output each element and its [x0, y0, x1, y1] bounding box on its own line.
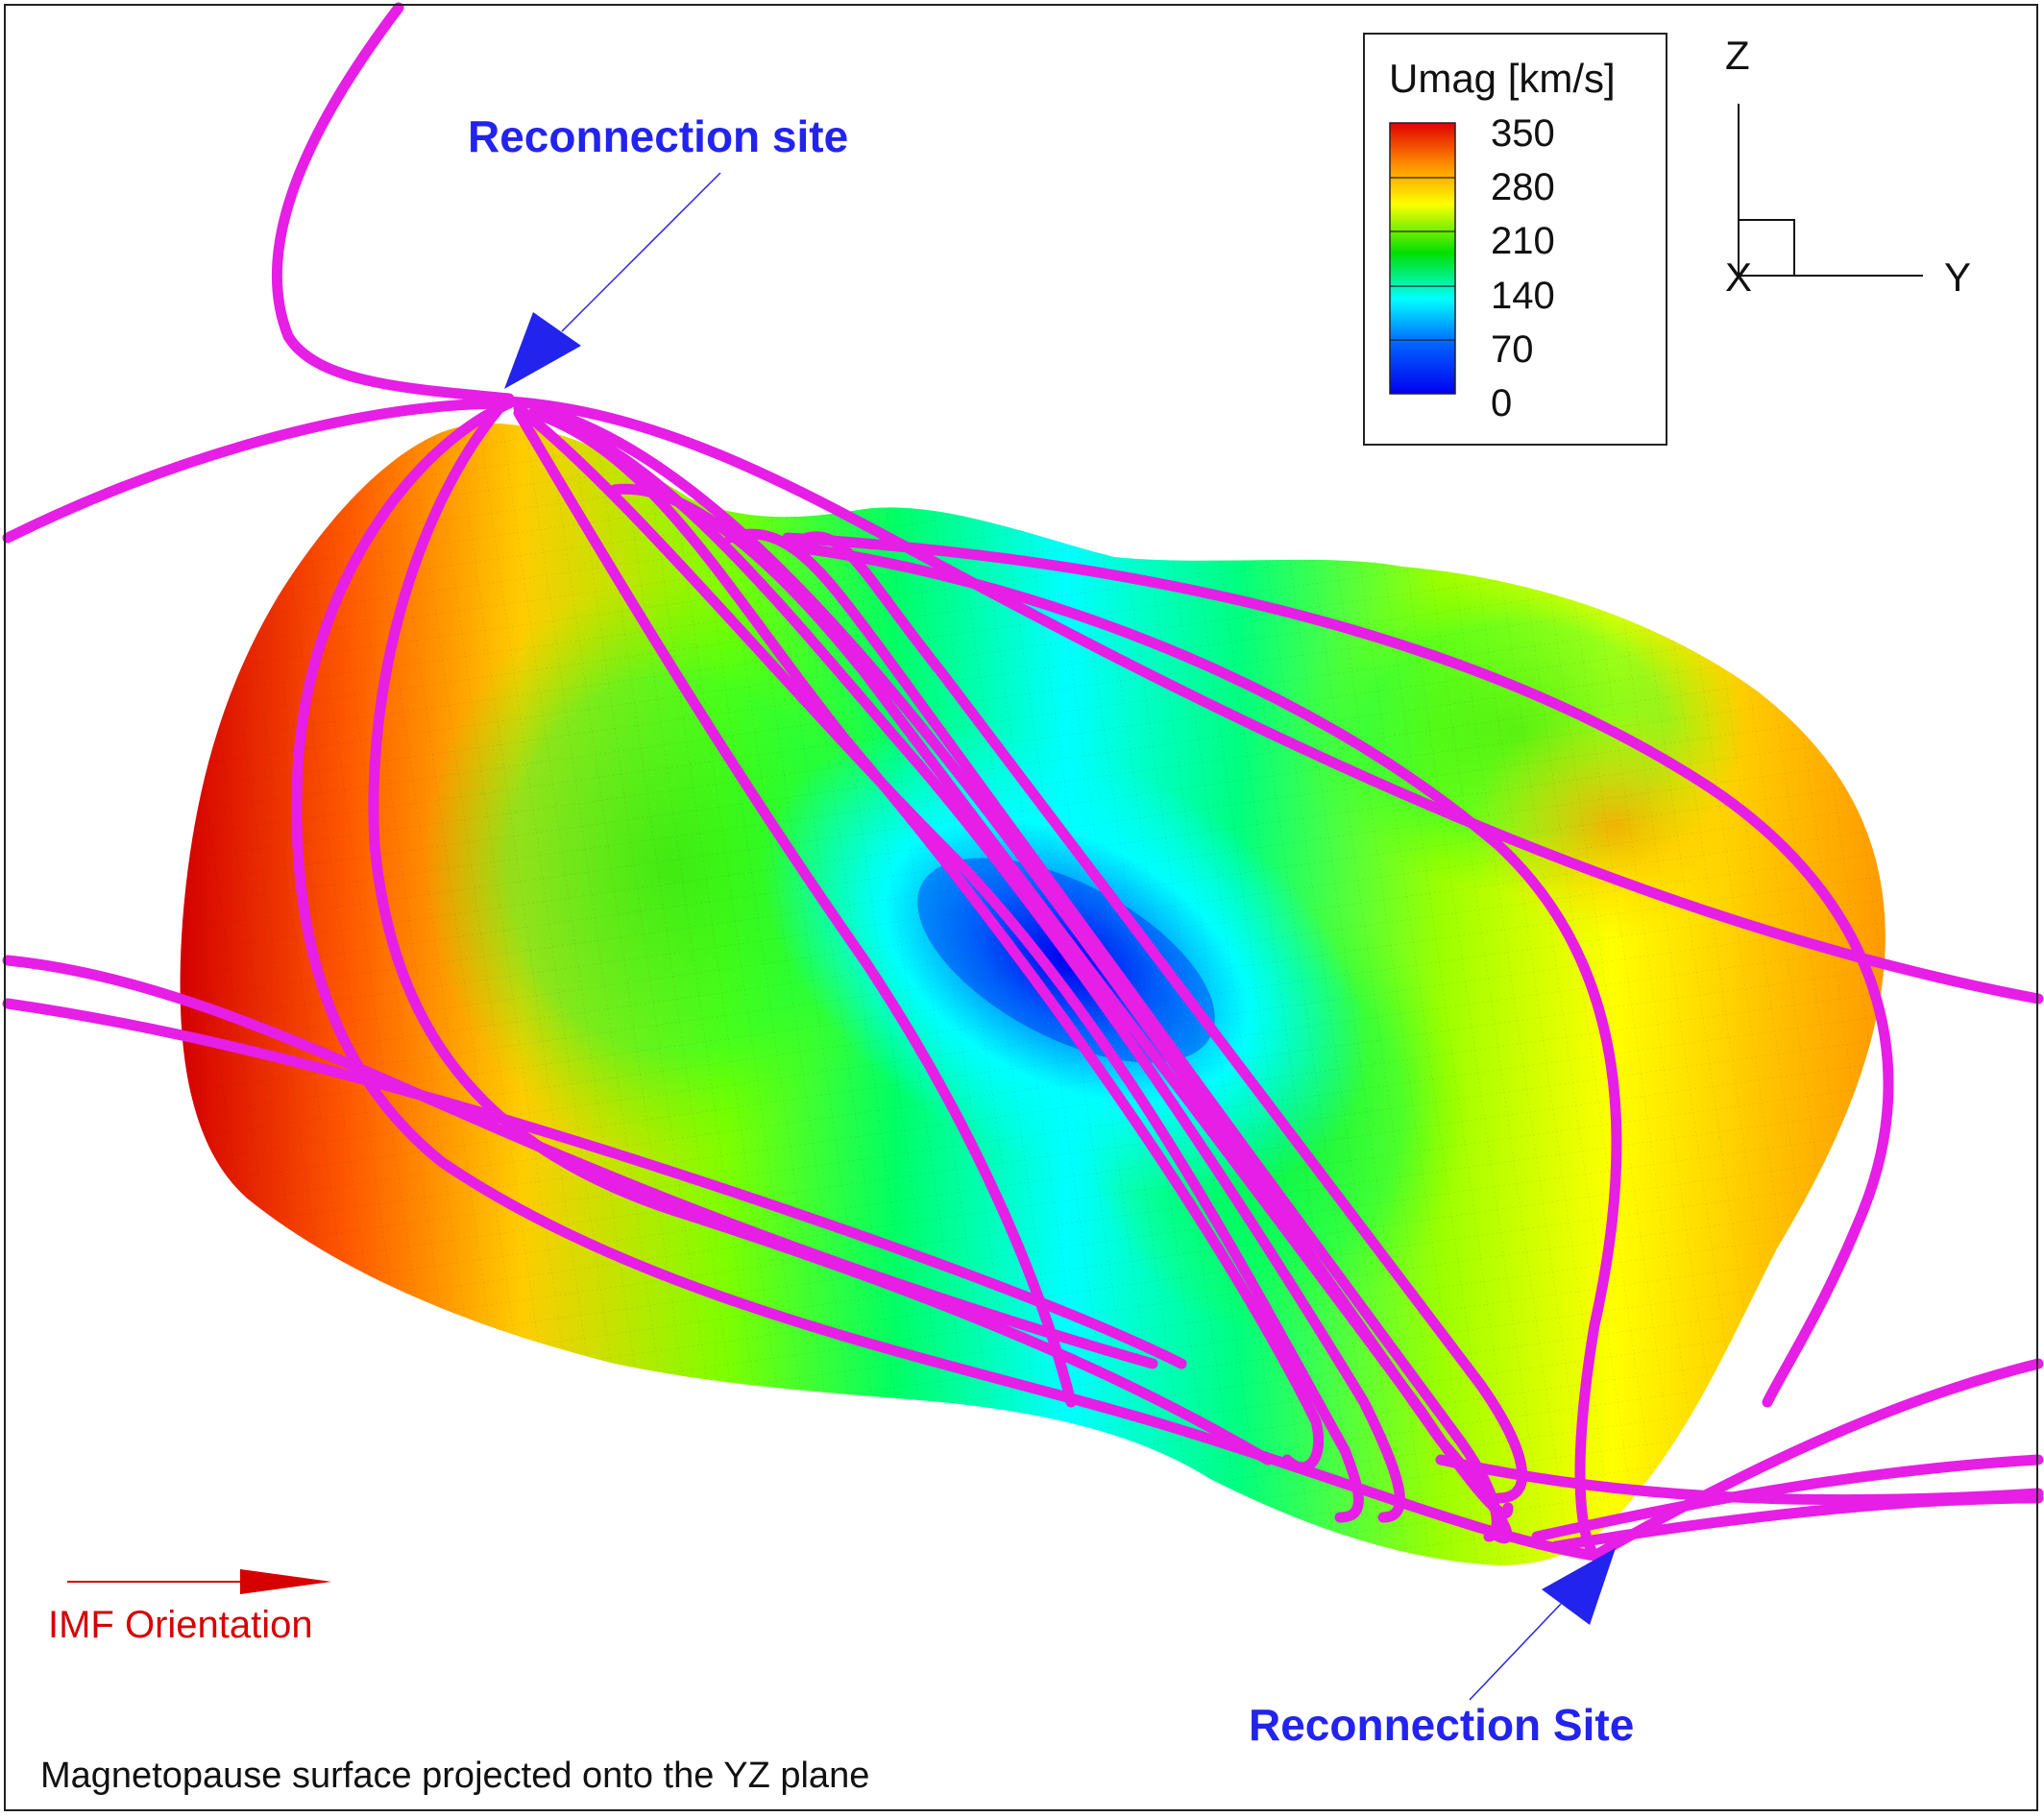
- field-line: [782, 532, 1894, 1408]
- figure-caption: Magnetopause surface projected onto the …: [40, 1756, 869, 1796]
- legend-colorbar: [1389, 122, 1456, 395]
- field-line: [368, 402, 1274, 1466]
- top-reconnection-annotation: [504, 172, 721, 389]
- legend-tick: 0: [1491, 382, 1512, 424]
- field-line: [527, 407, 1325, 1473]
- legend-tick: 280: [1491, 166, 1555, 208]
- field-line: [2, 998, 1187, 1369]
- legend-tick: 70: [1491, 328, 1534, 371]
- top-reconnection-arrowhead: [504, 312, 581, 389]
- field-line: [801, 531, 1528, 1504]
- axis-x-label: X: [1725, 254, 1752, 300]
- legend-tick: 210: [1491, 220, 1555, 262]
- field-line: [2, 398, 515, 544]
- legend-title: Umag [km/s]: [1389, 56, 1616, 101]
- legend-tick: 140: [1491, 275, 1555, 317]
- top-reconnection-label: Reconnection site: [468, 111, 848, 161]
- color-legend: Umag [km/s] 350 280 210 140 70 0: [1363, 33, 1667, 446]
- field-line: [513, 407, 1077, 1408]
- bottom-reconnection-label: Reconnection Site: [1249, 1700, 1634, 1750]
- field-line: [1589, 1358, 2044, 1562]
- imf-arrow: [67, 1569, 331, 1594]
- field-line: [503, 396, 2044, 1005]
- bottom-reconnection-arrowhead: [1542, 1548, 1616, 1625]
- axis-y-label: Y: [1944, 254, 1971, 300]
- field-line: [513, 402, 1364, 1523]
- field-line: [1435, 1454, 2044, 1506]
- bottom-reconnection-annotation: [1469, 1548, 1616, 1701]
- imf-label: IMF Orientation: [48, 1604, 313, 1646]
- field-line: [532, 407, 1405, 1523]
- field-line: [271, 2, 515, 404]
- legend-tick: 350: [1491, 112, 1555, 155]
- field-line: [791, 542, 1622, 1562]
- field-line: [2, 955, 1158, 1369]
- axis-z-label: Z: [1725, 33, 1750, 78]
- axis-triad: [1738, 104, 1923, 277]
- field-lines: [2, 2, 2044, 1562]
- field-line: [1531, 1454, 2044, 1542]
